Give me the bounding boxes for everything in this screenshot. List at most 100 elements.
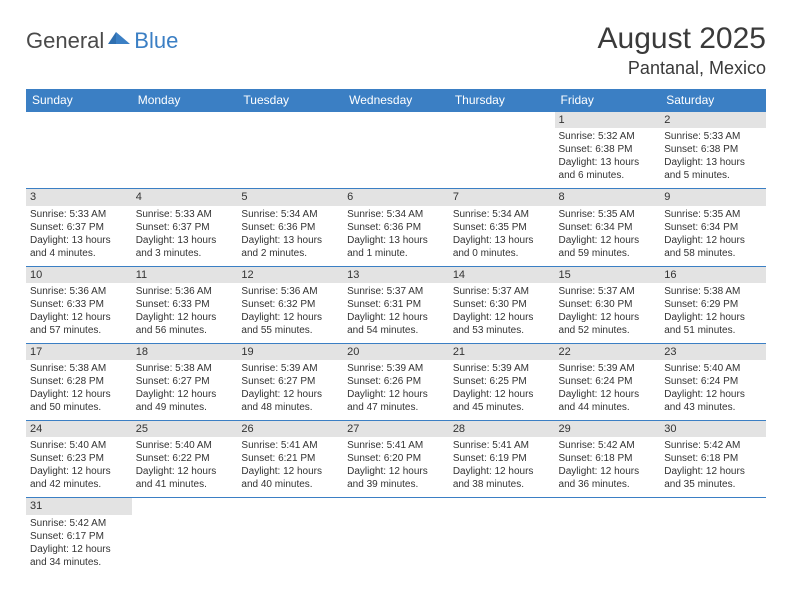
sunset-text: Sunset: 6:21 PM	[241, 452, 339, 465]
day-number-cell	[26, 112, 132, 129]
day-detail-cell: Sunrise: 5:34 AMSunset: 6:36 PMDaylight:…	[343, 206, 449, 267]
day2-text: and 40 minutes.	[241, 478, 339, 491]
day-number-cell	[237, 112, 343, 129]
weekday-header: Monday	[132, 89, 238, 112]
day-number-cell: 5	[237, 189, 343, 206]
day-number-cell: 30	[660, 421, 766, 438]
title-block: August 2025 Pantanal, Mexico	[598, 22, 766, 79]
sunset-text: Sunset: 6:32 PM	[241, 298, 339, 311]
day2-text: and 6 minutes.	[559, 169, 657, 182]
day-detail-cell: Sunrise: 5:36 AMSunset: 6:33 PMDaylight:…	[26, 283, 132, 344]
day1-text: Daylight: 12 hours	[453, 311, 551, 324]
sunrise-text: Sunrise: 5:38 AM	[664, 285, 762, 298]
sunset-text: Sunset: 6:29 PM	[664, 298, 762, 311]
day2-text: and 48 minutes.	[241, 401, 339, 414]
weekday-header: Friday	[555, 89, 661, 112]
day1-text: Daylight: 12 hours	[559, 234, 657, 247]
day-detail-cell	[26, 128, 132, 189]
day-number-cell: 28	[449, 421, 555, 438]
logo-flag-icon	[108, 30, 132, 53]
day-number-cell: 18	[132, 343, 238, 360]
day2-text: and 57 minutes.	[30, 324, 128, 337]
sunrise-text: Sunrise: 5:32 AM	[559, 130, 657, 143]
sunrise-text: Sunrise: 5:37 AM	[559, 285, 657, 298]
sunset-text: Sunset: 6:28 PM	[30, 375, 128, 388]
sunset-text: Sunset: 6:37 PM	[136, 221, 234, 234]
day2-text: and 47 minutes.	[347, 401, 445, 414]
sunrise-text: Sunrise: 5:36 AM	[136, 285, 234, 298]
sunrise-text: Sunrise: 5:36 AM	[241, 285, 339, 298]
sunrise-text: Sunrise: 5:37 AM	[347, 285, 445, 298]
day1-text: Daylight: 12 hours	[136, 311, 234, 324]
sunset-text: Sunset: 6:19 PM	[453, 452, 551, 465]
weekday-header: Wednesday	[343, 89, 449, 112]
day-number-cell: 10	[26, 266, 132, 283]
sunset-text: Sunset: 6:18 PM	[664, 452, 762, 465]
sunset-text: Sunset: 6:18 PM	[559, 452, 657, 465]
day-number-cell	[449, 498, 555, 515]
sunrise-text: Sunrise: 5:36 AM	[30, 285, 128, 298]
weekday-header: Saturday	[660, 89, 766, 112]
day2-text: and 49 minutes.	[136, 401, 234, 414]
day1-text: Daylight: 12 hours	[30, 543, 128, 556]
day2-text: and 0 minutes.	[453, 247, 551, 260]
day-number-cell: 31	[26, 498, 132, 515]
day-detail-cell: Sunrise: 5:37 AMSunset: 6:30 PMDaylight:…	[555, 283, 661, 344]
day-detail-cell	[449, 128, 555, 189]
day-number-row: 24252627282930	[26, 421, 766, 438]
sunset-text: Sunset: 6:20 PM	[347, 452, 445, 465]
day2-text: and 39 minutes.	[347, 478, 445, 491]
sunset-text: Sunset: 6:38 PM	[664, 143, 762, 156]
day1-text: Daylight: 12 hours	[453, 465, 551, 478]
day2-text: and 55 minutes.	[241, 324, 339, 337]
day2-text: and 56 minutes.	[136, 324, 234, 337]
day-number-cell: 22	[555, 343, 661, 360]
sunrise-text: Sunrise: 5:40 AM	[30, 439, 128, 452]
day1-text: Daylight: 12 hours	[664, 465, 762, 478]
day-number-cell: 11	[132, 266, 238, 283]
sunrise-text: Sunrise: 5:39 AM	[241, 362, 339, 375]
day-number-cell: 14	[449, 266, 555, 283]
weekday-header-row: Sunday Monday Tuesday Wednesday Thursday…	[26, 89, 766, 112]
day-number-cell: 13	[343, 266, 449, 283]
sunrise-text: Sunrise: 5:33 AM	[30, 208, 128, 221]
day2-text: and 38 minutes.	[453, 478, 551, 491]
day1-text: Daylight: 12 hours	[559, 311, 657, 324]
day2-text: and 42 minutes.	[30, 478, 128, 491]
day-number-cell: 29	[555, 421, 661, 438]
day2-text: and 5 minutes.	[664, 169, 762, 182]
day-detail-row: Sunrise: 5:38 AMSunset: 6:28 PMDaylight:…	[26, 360, 766, 421]
day-detail-cell: Sunrise: 5:42 AMSunset: 6:18 PMDaylight:…	[555, 437, 661, 498]
sunset-text: Sunset: 6:34 PM	[664, 221, 762, 234]
day-detail-cell: Sunrise: 5:39 AMSunset: 6:25 PMDaylight:…	[449, 360, 555, 421]
sunset-text: Sunset: 6:36 PM	[241, 221, 339, 234]
sunset-text: Sunset: 6:27 PM	[136, 375, 234, 388]
day1-text: Daylight: 12 hours	[559, 465, 657, 478]
sunrise-text: Sunrise: 5:39 AM	[453, 362, 551, 375]
day-detail-cell: Sunrise: 5:41 AMSunset: 6:20 PMDaylight:…	[343, 437, 449, 498]
day-number-cell: 15	[555, 266, 661, 283]
day-detail-cell: Sunrise: 5:37 AMSunset: 6:30 PMDaylight:…	[449, 283, 555, 344]
day-detail-cell: Sunrise: 5:40 AMSunset: 6:23 PMDaylight:…	[26, 437, 132, 498]
day-detail-cell: Sunrise: 5:33 AMSunset: 6:37 PMDaylight:…	[132, 206, 238, 267]
sunset-text: Sunset: 6:36 PM	[347, 221, 445, 234]
day-detail-cell	[132, 515, 238, 575]
day-number-row: 31	[26, 498, 766, 515]
sunrise-text: Sunrise: 5:40 AM	[136, 439, 234, 452]
sunrise-text: Sunrise: 5:33 AM	[664, 130, 762, 143]
sunset-text: Sunset: 6:33 PM	[136, 298, 234, 311]
day2-text: and 51 minutes.	[664, 324, 762, 337]
sunrise-text: Sunrise: 5:34 AM	[241, 208, 339, 221]
day-number-cell: 3	[26, 189, 132, 206]
weekday-header: Tuesday	[237, 89, 343, 112]
sunset-text: Sunset: 6:30 PM	[559, 298, 657, 311]
day-number-cell: 6	[343, 189, 449, 206]
sunrise-text: Sunrise: 5:39 AM	[559, 362, 657, 375]
day2-text: and 43 minutes.	[664, 401, 762, 414]
logo: General Blue	[26, 28, 178, 54]
sunrise-text: Sunrise: 5:38 AM	[30, 362, 128, 375]
month-title: August 2025	[598, 22, 766, 56]
day-detail-cell: Sunrise: 5:33 AMSunset: 6:37 PMDaylight:…	[26, 206, 132, 267]
day-detail-cell: Sunrise: 5:40 AMSunset: 6:22 PMDaylight:…	[132, 437, 238, 498]
day-detail-cell: Sunrise: 5:38 AMSunset: 6:28 PMDaylight:…	[26, 360, 132, 421]
